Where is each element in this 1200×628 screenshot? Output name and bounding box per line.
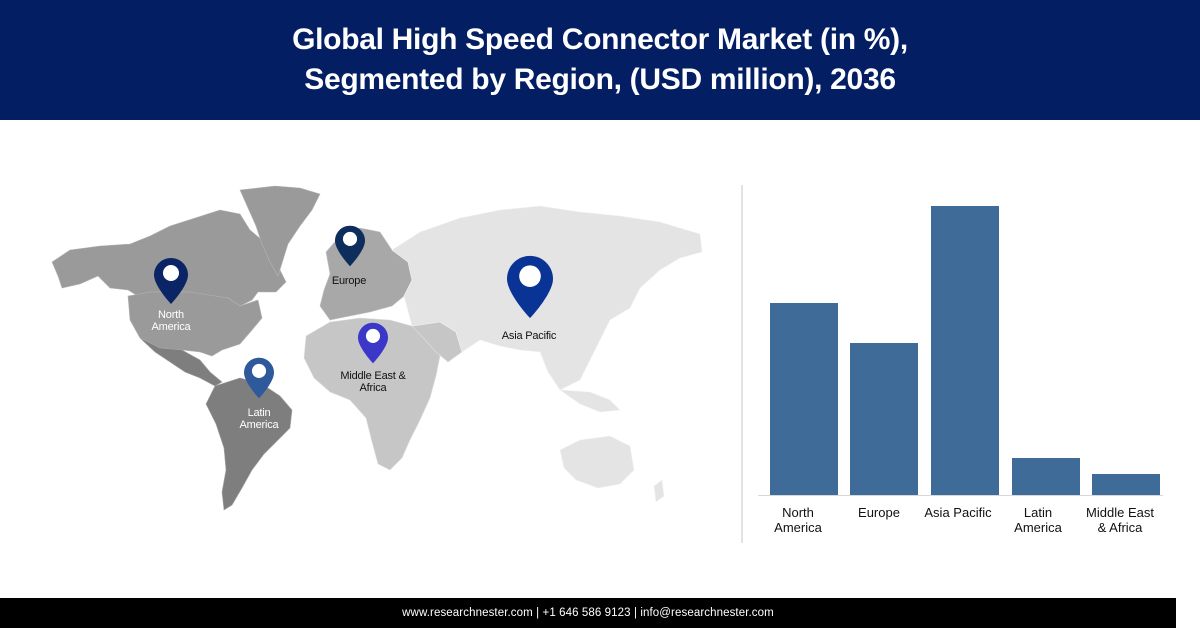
- label-line: & Africa: [1097, 520, 1143, 535]
- location-pin-icon: [244, 357, 274, 399]
- bar-europe: [850, 343, 918, 495]
- label-line: Asia Pacific: [501, 330, 557, 342]
- map-label-north-america: North America: [152, 309, 191, 333]
- title-banner: Global High Speed Connector Market (in %…: [0, 0, 1200, 120]
- x-tick-label: Europe: [834, 505, 924, 520]
- location-pin-icon: [154, 258, 188, 304]
- map-pin-north-america: [154, 258, 188, 309]
- map-label-asia-pacific: Asia Pacific: [501, 330, 557, 342]
- map-label-middle-east-africa: Middle East & Africa: [340, 370, 405, 394]
- map-label-europe: Europe: [332, 275, 366, 287]
- panel-divider: [741, 185, 743, 543]
- x-axis-line: [758, 495, 1163, 496]
- bar-middle-east-africa: [1092, 474, 1160, 495]
- title-line-1: Global High Speed Connector Market (in %…: [292, 23, 908, 56]
- x-tick-label: Asia Pacific: [913, 505, 1003, 520]
- label-line: Europe: [331, 275, 367, 287]
- map-pin-middle-east-africa: [358, 322, 388, 369]
- location-pin-icon: [335, 225, 365, 267]
- x-tick-label: Middle East & Africa: [1075, 505, 1165, 535]
- footer-contact-text: www.researchnester.com | +1 646 586 9123…: [402, 607, 774, 619]
- label-line: Latin: [1023, 505, 1053, 520]
- label-line: America: [774, 520, 822, 535]
- label-line: Asia Pacific: [924, 505, 992, 520]
- bar-asia-pacific: [931, 206, 999, 495]
- label-line: Middle East &: [340, 370, 406, 382]
- map-pin-asia-pacific: [507, 255, 553, 324]
- location-pin-icon: [507, 255, 553, 319]
- map-pin-latin-america: [244, 357, 274, 404]
- label-line: North: [782, 505, 814, 520]
- bar-latin-america: [1012, 458, 1080, 495]
- x-tick-label: Latin America: [993, 505, 1083, 535]
- label-line: America: [239, 419, 279, 431]
- x-tick-label: North America: [753, 505, 843, 535]
- label-line: North: [158, 309, 184, 321]
- location-pin-icon: [358, 322, 388, 364]
- footer-bar: www.researchnester.com | +1 646 586 9123…: [0, 598, 1176, 628]
- title-line-2: Segmented by Region, (USD million), 2036: [304, 63, 896, 96]
- map-label-latin-america: Latin America: [240, 407, 279, 431]
- label-line: Latin: [247, 407, 271, 419]
- label-line: Europe: [858, 505, 900, 520]
- label-line: Middle East: [1086, 505, 1154, 520]
- bar-north-america: [770, 303, 838, 495]
- label-line: America: [151, 321, 191, 333]
- map-pin-europe: [335, 225, 365, 272]
- world-map: [51, 185, 703, 511]
- label-line: Africa: [359, 382, 387, 394]
- label-line: America: [1014, 520, 1062, 535]
